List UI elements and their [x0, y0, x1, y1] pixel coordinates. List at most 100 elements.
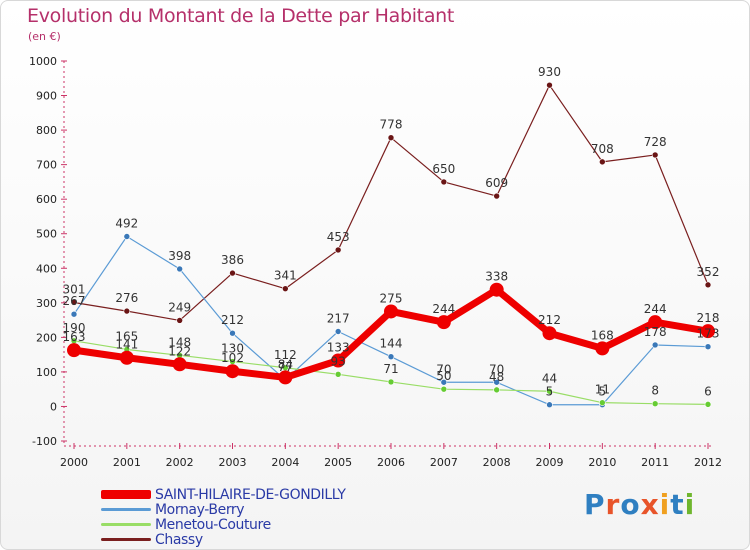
data-label: 244 [432, 302, 455, 316]
data-point [334, 328, 342, 335]
data-label: 71 [383, 362, 398, 376]
legend-label: Menetou-Couture [155, 516, 271, 533]
data-point [229, 269, 236, 277]
data-label: 609 [485, 176, 508, 190]
x-tick-label: 2009 [536, 456, 564, 469]
x-tick-label: 2006 [377, 456, 405, 469]
data-point [493, 378, 500, 386]
proxiti-logo: Proxiti [584, 488, 695, 521]
y-tick-label: 100 [36, 366, 57, 379]
data-point [278, 370, 293, 385]
chart-subtitle: (en €) [28, 30, 61, 43]
data-point [387, 134, 395, 141]
y-tick-label: 600 [36, 193, 57, 206]
data-label: 930 [538, 65, 561, 79]
data-point [493, 386, 500, 394]
data-point [70, 310, 78, 318]
data-point [229, 329, 236, 337]
logo-letter: x [640, 488, 660, 521]
data-label: 148 [168, 335, 191, 349]
data-label: 650 [432, 162, 455, 176]
data-point [176, 265, 183, 273]
y-tick-label: 400 [36, 262, 57, 275]
y-tick-label: 500 [36, 228, 57, 241]
x-tick-label: 2005 [324, 456, 352, 469]
logo-letter: t [670, 488, 685, 521]
legend-item: Chassy [101, 532, 346, 548]
data-point [651, 341, 659, 349]
y-tick-label: 700 [36, 159, 57, 172]
x-tick-label: 2007 [430, 456, 458, 469]
y-tick-label: 1000 [29, 55, 57, 68]
x-tick-label: 2011 [641, 456, 669, 469]
data-point [595, 341, 610, 356]
y-tick-label: 300 [36, 297, 57, 310]
data-point [225, 364, 240, 379]
data-label: 11 [595, 383, 610, 397]
data-label: 144 [380, 337, 403, 351]
data-point [546, 81, 553, 89]
data-label: 267 [63, 294, 86, 308]
legend-item: SAINT-HILAIRE-DE-GONDILLY [101, 487, 346, 503]
data-label: 492 [115, 216, 138, 230]
data-label: 165 [115, 329, 138, 343]
data-point [387, 378, 395, 386]
data-point [651, 400, 659, 407]
data-label: 93 [331, 354, 346, 368]
data-point [599, 399, 606, 406]
data-label: 352 [697, 265, 720, 279]
data-point [440, 385, 448, 393]
data-point [704, 343, 712, 350]
data-point [334, 371, 342, 378]
data-point [701, 324, 715, 339]
data-label: 218 [697, 311, 720, 325]
data-label: 178 [644, 325, 667, 339]
data-point [542, 326, 557, 341]
data-label: 453 [327, 230, 350, 244]
data-label: 338 [485, 270, 508, 284]
data-label: 102 [221, 351, 244, 365]
y-tick-label: 200 [36, 331, 57, 344]
data-label: 708 [591, 142, 614, 156]
data-label: 244 [644, 302, 667, 316]
data-point [172, 357, 187, 372]
chart-title: Evolution du Montant de la Dette par Hab… [27, 5, 455, 27]
data-point [546, 401, 553, 409]
data-point [599, 158, 606, 166]
data-point [123, 233, 131, 240]
data-label: 48 [489, 370, 504, 384]
legend: SAINT-HILAIRE-DE-GONDILLY Mornay-Berry Men… [101, 487, 346, 548]
logo-letter: i [659, 488, 671, 521]
data-point [440, 378, 448, 386]
data-label: 163 [63, 330, 86, 344]
x-tick-label: 2000 [60, 456, 88, 469]
data-point [546, 387, 553, 395]
logo-letter: r [605, 488, 621, 521]
y-tick-label: 800 [36, 124, 57, 137]
data-point [648, 315, 663, 330]
data-label: 275 [380, 291, 403, 305]
legend-swatch [101, 523, 151, 526]
data-label: 386 [221, 253, 244, 267]
y-tick-label: 0 [50, 400, 57, 413]
data-point [119, 350, 134, 365]
data-label: 212 [538, 313, 561, 327]
data-label: 122 [168, 344, 191, 358]
data-point [384, 304, 398, 319]
x-tick-label: 2003 [219, 456, 247, 469]
logo-letter: o [620, 488, 641, 521]
data-label: 728 [644, 135, 667, 149]
data-label: 141 [115, 338, 138, 352]
data-point [282, 285, 289, 292]
data-label: 249 [168, 300, 191, 314]
data-point [331, 353, 346, 368]
data-label: 77 [278, 360, 293, 374]
legend-label: Mornay-Berry [155, 501, 245, 518]
data-point [70, 299, 78, 306]
data-point [440, 178, 448, 186]
data-label: 217 [327, 311, 350, 325]
data-label: 5 [546, 385, 554, 399]
data-point [436, 315, 451, 330]
legend-swatch [101, 508, 151, 511]
